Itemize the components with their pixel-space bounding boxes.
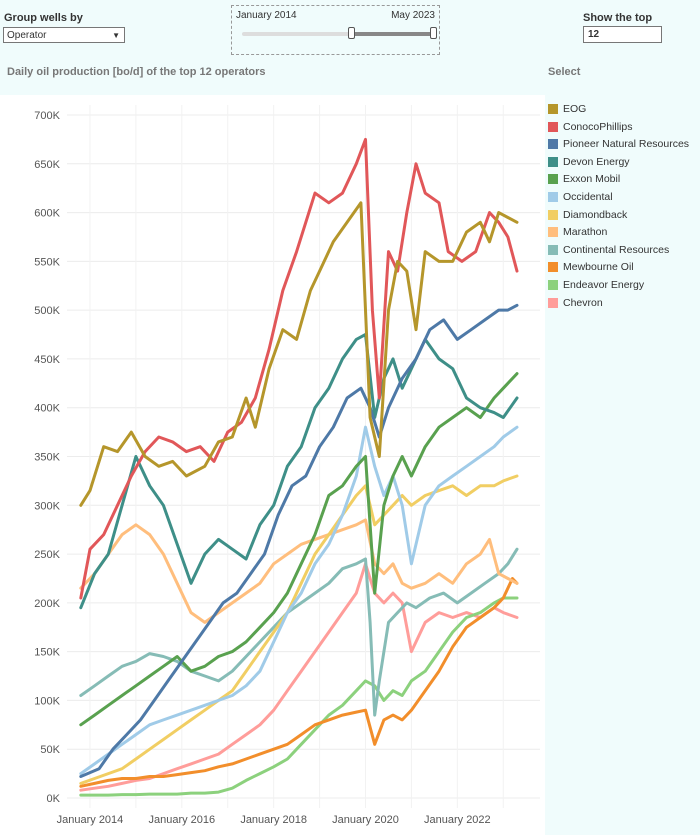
x-tick-label: January 2022	[424, 814, 491, 826]
legend-label: Marathon	[563, 226, 608, 239]
y-tick-label: 0K	[47, 793, 61, 805]
y-tick-label: 200K	[34, 598, 60, 610]
legend-label: Exxon Mobil	[563, 173, 621, 186]
x-tick-label: January 2016	[148, 814, 215, 826]
series-line-conocophillips[interactable]	[79, 137, 519, 600]
legend-swatch	[548, 139, 558, 150]
legend-label: Occidental	[563, 190, 613, 203]
range-start-handle[interactable]	[348, 27, 355, 39]
slider-selected-range	[350, 32, 434, 36]
x-tick-label: January 2018	[240, 814, 307, 826]
legend-select-label: Select	[548, 66, 581, 78]
legend-swatch	[548, 191, 558, 202]
series-line-pioneer-natural-resources[interactable]	[79, 303, 519, 778]
legend-label: Pioneer Natural Resources	[563, 138, 690, 151]
legend-label: Devon Energy	[563, 155, 630, 168]
legend-swatch	[548, 262, 558, 273]
y-tick-label: 400K	[34, 403, 60, 415]
legend-label: ConocoPhillips	[563, 120, 633, 133]
legend-label: Diamondback	[563, 208, 628, 221]
series-line-continental-resources[interactable]	[79, 547, 519, 717]
range-start-label: January 2014	[236, 10, 297, 21]
y-tick-label: 100K	[34, 695, 60, 707]
line-chart: 0K 50K 100K 150K 200K 250K 300K 350K 400K 450K 500…	[0, 95, 545, 835]
y-tick-label: 350K	[34, 452, 60, 464]
legend-label: Chevron	[563, 296, 603, 309]
legend-swatch	[548, 156, 558, 167]
y-tick-label: 550K	[34, 256, 60, 268]
show-top-input[interactable]: 12	[583, 26, 662, 43]
y-tick-label: 600K	[34, 208, 60, 220]
legend-label: Continental Resources	[563, 243, 670, 256]
series-line-mewbourne-oil[interactable]	[79, 577, 519, 788]
group-wells-value: Operator	[7, 30, 47, 41]
legend-swatch	[548, 244, 558, 255]
legend-swatch	[548, 209, 558, 220]
slider-track[interactable]	[242, 32, 432, 36]
date-range-slider[interactable]: January 2014 May 2023	[231, 5, 440, 55]
series-line-diamondback[interactable]	[79, 474, 519, 785]
series-line-marathon[interactable]	[79, 518, 519, 624]
group-wells-select[interactable]: Operator ▼	[3, 27, 125, 43]
x-tick-label: January 2014	[57, 814, 124, 826]
legend-swatch	[548, 227, 558, 238]
legend-swatch	[548, 174, 558, 185]
y-tick-label: 450K	[34, 354, 60, 366]
y-tick-label: 700K	[34, 110, 60, 122]
y-tick-label: 300K	[34, 500, 60, 512]
range-end-handle[interactable]	[430, 27, 437, 39]
y-tick-label: 500K	[34, 305, 60, 317]
y-tick-label: 250K	[34, 549, 60, 561]
range-end-label: May 2023	[391, 10, 435, 21]
legend-label: Endeavor Energy	[563, 278, 645, 291]
series-line-occidental[interactable]	[79, 425, 519, 776]
legend-swatch	[548, 279, 558, 290]
legend-label: EOG	[563, 103, 587, 115]
series-line-eog[interactable]	[79, 201, 519, 507]
chart-title: Daily oil production [bo/d] of the top 1…	[7, 66, 266, 78]
chevron-down-icon: ▼	[112, 31, 120, 40]
legend-swatch	[548, 121, 558, 132]
show-top-label: Show the top	[583, 12, 653, 24]
series-line-devon-energy[interactable]	[79, 333, 519, 610]
y-tick-label: 50K	[40, 744, 60, 756]
series-line-endeavor-energy[interactable]	[79, 596, 519, 797]
series-line-exxon-mobil[interactable]	[79, 372, 519, 727]
legend-label: Mewbourne Oil	[563, 261, 634, 274]
group-wells-label: Group wells by	[4, 12, 83, 24]
legend-swatch	[548, 297, 558, 308]
y-tick-label: 150K	[34, 647, 60, 659]
y-tick-label: 650K	[34, 159, 60, 171]
x-tick-label: January 2020	[332, 814, 399, 826]
legend-swatch	[548, 104, 558, 114]
